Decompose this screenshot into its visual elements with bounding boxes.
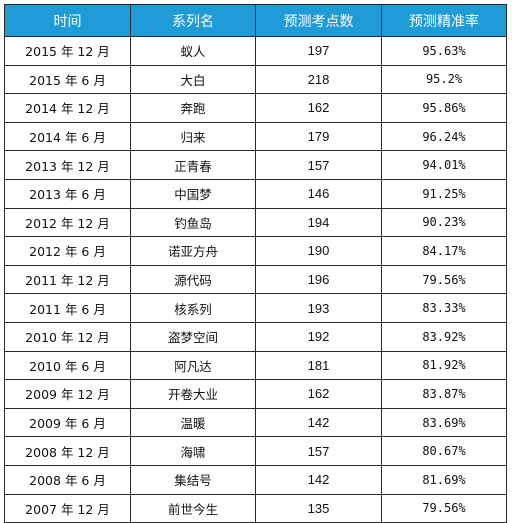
cell-series-name: 奔跑 <box>130 93 256 123</box>
header-time: 时间 <box>4 4 131 37</box>
cell-predicted-count: 194 <box>255 207 382 238</box>
cell-predicted-count: 135 <box>255 493 382 523</box>
cell-accuracy: 83.69% <box>381 407 507 438</box>
table-row: 2009 年 12 月开卷大业 162 83.87% <box>4 379 507 409</box>
cell-accuracy: 81.69% <box>381 464 507 495</box>
table-row: 2013 年 6 月中国梦 146 91.25% <box>4 178 507 209</box>
cell-accuracy: 79.56% <box>381 264 507 295</box>
cell-predicted-count: 218 <box>255 64 382 95</box>
cell-accuracy: 80.67% <box>381 436 507 466</box>
cell-series-name: 大白 <box>130 64 256 95</box>
cell-accuracy: 83.87% <box>381 379 507 409</box>
table-row: 2012 年 6 月诺亚方舟 190 84.17% <box>4 236 507 266</box>
cell-accuracy: 95.86% <box>381 93 507 123</box>
cell-accuracy: 95.63% <box>381 36 507 66</box>
header-predicted-count: 预测考点数 <box>255 4 382 37</box>
cell-series-name: 诺亚方舟 <box>130 236 256 266</box>
cell-predicted-count: 181 <box>255 350 382 381</box>
cell-accuracy: 91.25% <box>381 178 507 209</box>
cell-time: 2012 年 12 月 <box>4 207 131 238</box>
cell-accuracy: 83.92% <box>381 321 507 352</box>
cell-time: 2014 年 12 月 <box>4 93 131 123</box>
table-row: 2015 年 6 月大白 218 95.2% <box>4 64 507 95</box>
cell-series-name: 正青春 <box>130 150 256 180</box>
cell-predicted-count: 142 <box>255 407 382 438</box>
cell-series-name: 中国梦 <box>130 178 256 209</box>
table-row: 2014 年 6 月归来 179 96.24% <box>4 121 507 152</box>
table-row: 2008 年 6 月集结号 142 81.69% <box>4 464 507 495</box>
cell-series-name: 蚁人 <box>130 36 256 66</box>
cell-time: 2009 年 12 月 <box>4 379 131 409</box>
cell-predicted-count: 157 <box>255 150 382 180</box>
cell-predicted-count: 179 <box>255 121 382 152</box>
cell-time: 2013 年 12 月 <box>4 150 131 180</box>
cell-time: 2014 年 6 月 <box>4 121 131 152</box>
cell-time: 2007 年 12 月 <box>4 493 131 523</box>
table-row: 2011 年 12 月源代码 196 79.56% <box>4 264 507 295</box>
cell-time: 2010 年 6 月 <box>4 350 131 381</box>
cell-series-name: 阿凡达 <box>130 350 256 381</box>
cell-series-name: 温暖 <box>130 407 256 438</box>
prediction-table: 时间 系列名 预测考点数 预测精准率 2015 年 12 月蚁人 197 95.63… <box>4 4 507 523</box>
cell-series-name: 集结号 <box>130 464 256 495</box>
cell-series-name: 源代码 <box>130 264 256 295</box>
table-row: 2007 年 12 月前世今生 135 79.56% <box>4 493 507 523</box>
cell-accuracy: 95.2% <box>381 64 507 95</box>
table-row: 2010 年 6 月阿凡达 181 81.92% <box>4 350 507 381</box>
cell-predicted-count: 196 <box>255 264 382 295</box>
table-row: 2014 年 12 月奔跑 162 95.86% <box>4 93 507 123</box>
cell-time: 2013 年 6 月 <box>4 178 131 209</box>
cell-series-name: 前世今生 <box>130 493 256 523</box>
cell-accuracy: 96.24% <box>381 121 507 152</box>
header-row: 时间 系列名 预测考点数 预测精准率 <box>4 4 507 37</box>
cell-time: 2015 年 6 月 <box>4 64 131 95</box>
cell-series-name: 钓鱼岛 <box>130 207 256 238</box>
cell-time: 2008 年 6 月 <box>4 464 131 495</box>
cell-time: 2011 年 6 月 <box>4 293 131 323</box>
cell-predicted-count: 162 <box>255 93 382 123</box>
cell-accuracy: 94.01% <box>381 150 507 180</box>
cell-predicted-count: 190 <box>255 236 382 266</box>
cell-time: 2010 年 12 月 <box>4 321 131 352</box>
cell-series-name: 盗梦空间 <box>130 321 256 352</box>
header-accuracy: 预测精准率 <box>381 4 507 37</box>
cell-accuracy: 83.33% <box>381 293 507 323</box>
prediction-table-container: 时间 系列名 预测考点数 预测精准率 2015 年 12 月蚁人 197 95.63… <box>4 4 507 523</box>
cell-predicted-count: 162 <box>255 379 382 409</box>
table-row: 2008 年 12 月海啸 157 80.67% <box>4 436 507 466</box>
cell-time: 2011 年 12 月 <box>4 264 131 295</box>
table-row: 2011 年 6 月核系列 193 83.33% <box>4 293 507 323</box>
cell-time: 2012 年 6 月 <box>4 236 131 266</box>
cell-time: 2009 年 6 月 <box>4 407 131 438</box>
table-row: 2015 年 12 月蚁人 197 95.63% <box>4 36 507 66</box>
cell-predicted-count: 142 <box>255 464 382 495</box>
cell-predicted-count: 157 <box>255 436 382 466</box>
header-series-name: 系列名 <box>130 4 256 37</box>
cell-predicted-count: 146 <box>255 178 382 209</box>
cell-predicted-count: 197 <box>255 36 382 66</box>
cell-accuracy: 90.23% <box>381 207 507 238</box>
cell-series-name: 开卷大业 <box>130 379 256 409</box>
table-row: 2012 年 12 月钓鱼岛 194 90.23% <box>4 207 507 238</box>
cell-series-name: 核系列 <box>130 293 256 323</box>
cell-predicted-count: 193 <box>255 293 382 323</box>
table-body: 2015 年 12 月蚁人 197 95.63% 2015 年 6 月大白 218 95.… <box>4 36 507 523</box>
cell-predicted-count: 192 <box>255 321 382 352</box>
cell-series-name: 海啸 <box>130 436 256 466</box>
cell-time: 2008 年 12 月 <box>4 436 131 466</box>
cell-accuracy: 81.92% <box>381 350 507 381</box>
cell-time: 2015 年 12 月 <box>4 36 131 66</box>
table-row: 2013 年 12 月正青春 157 94.01% <box>4 150 507 180</box>
table-header: 时间 系列名 预测考点数 预测精准率 <box>4 4 507 37</box>
table-row: 2009 年 6 月温暖 142 83.69% <box>4 407 507 438</box>
cell-accuracy: 84.17% <box>381 236 507 266</box>
cell-series-name: 归来 <box>130 121 256 152</box>
cell-accuracy: 79.56% <box>381 493 507 523</box>
table-row: 2010 年 12 月盗梦空间 192 83.92% <box>4 321 507 352</box>
